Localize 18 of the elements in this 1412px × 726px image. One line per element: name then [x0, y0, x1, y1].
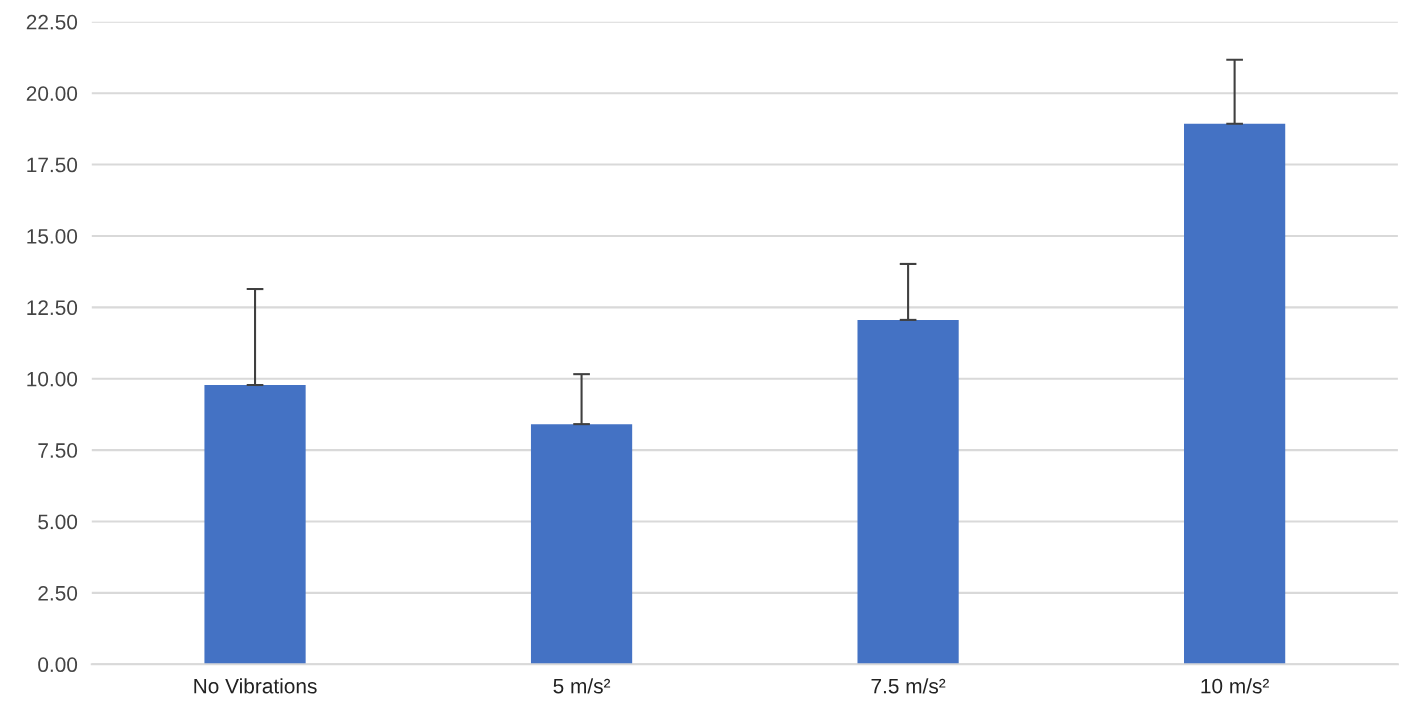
y-tick-label: 12.50 [27, 300, 78, 316]
y-tick-label: 17.50 [27, 157, 78, 173]
y-tick-label: 15.00 [27, 228, 78, 244]
y-tick-label: 20.00 [26, 86, 78, 101]
x-tick-label: 7.5 m/s² [871, 678, 946, 694]
x-tick-label: No Vibrations [194, 678, 317, 694]
y-tick-label: 0.00 [38, 657, 78, 673]
bar [857, 319, 959, 665]
bar [204, 385, 306, 665]
y-tick-label: 2.50 [38, 585, 78, 601]
bar [530, 424, 633, 665]
x-tick-label: 10 m/s² [1201, 678, 1269, 694]
y-tick-label: 5.00 [38, 514, 78, 530]
y-tick-label: 7.50 [38, 443, 78, 458]
y-tick-label: 10.00 [27, 371, 78, 387]
x-tick-label: 5 m/s² [553, 678, 611, 694]
y-tick-label: 22.50 [26, 14, 78, 30]
bar [1184, 123, 1286, 665]
